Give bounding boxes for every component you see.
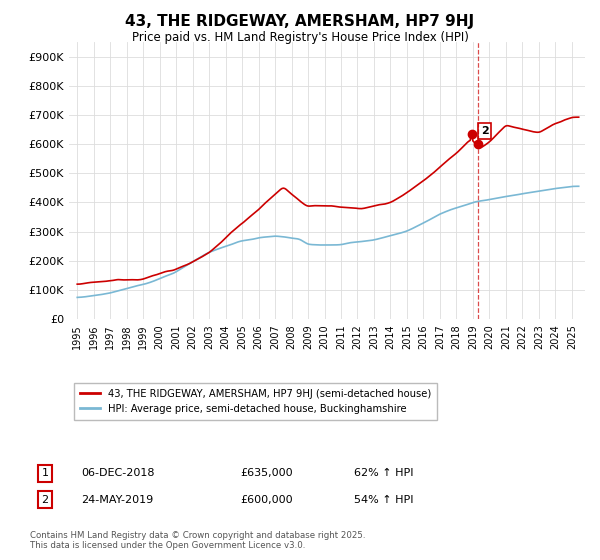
- Text: £635,000: £635,000: [240, 468, 293, 478]
- Text: Price paid vs. HM Land Registry's House Price Index (HPI): Price paid vs. HM Land Registry's House …: [131, 31, 469, 44]
- Text: 24-MAY-2019: 24-MAY-2019: [81, 494, 153, 505]
- Text: 2: 2: [41, 494, 49, 505]
- Text: £600,000: £600,000: [240, 494, 293, 505]
- Text: Contains HM Land Registry data © Crown copyright and database right 2025.
This d: Contains HM Land Registry data © Crown c…: [30, 530, 365, 550]
- Text: 2: 2: [481, 126, 488, 136]
- Text: 1: 1: [41, 468, 49, 478]
- Legend: 43, THE RIDGEWAY, AMERSHAM, HP7 9HJ (semi-detached house), HPI: Average price, s: 43, THE RIDGEWAY, AMERSHAM, HP7 9HJ (sem…: [74, 382, 437, 419]
- Text: 06-DEC-2018: 06-DEC-2018: [81, 468, 155, 478]
- Text: 43, THE RIDGEWAY, AMERSHAM, HP7 9HJ: 43, THE RIDGEWAY, AMERSHAM, HP7 9HJ: [125, 14, 475, 29]
- Text: 54% ↑ HPI: 54% ↑ HPI: [354, 494, 413, 505]
- Text: 62% ↑ HPI: 62% ↑ HPI: [354, 468, 413, 478]
